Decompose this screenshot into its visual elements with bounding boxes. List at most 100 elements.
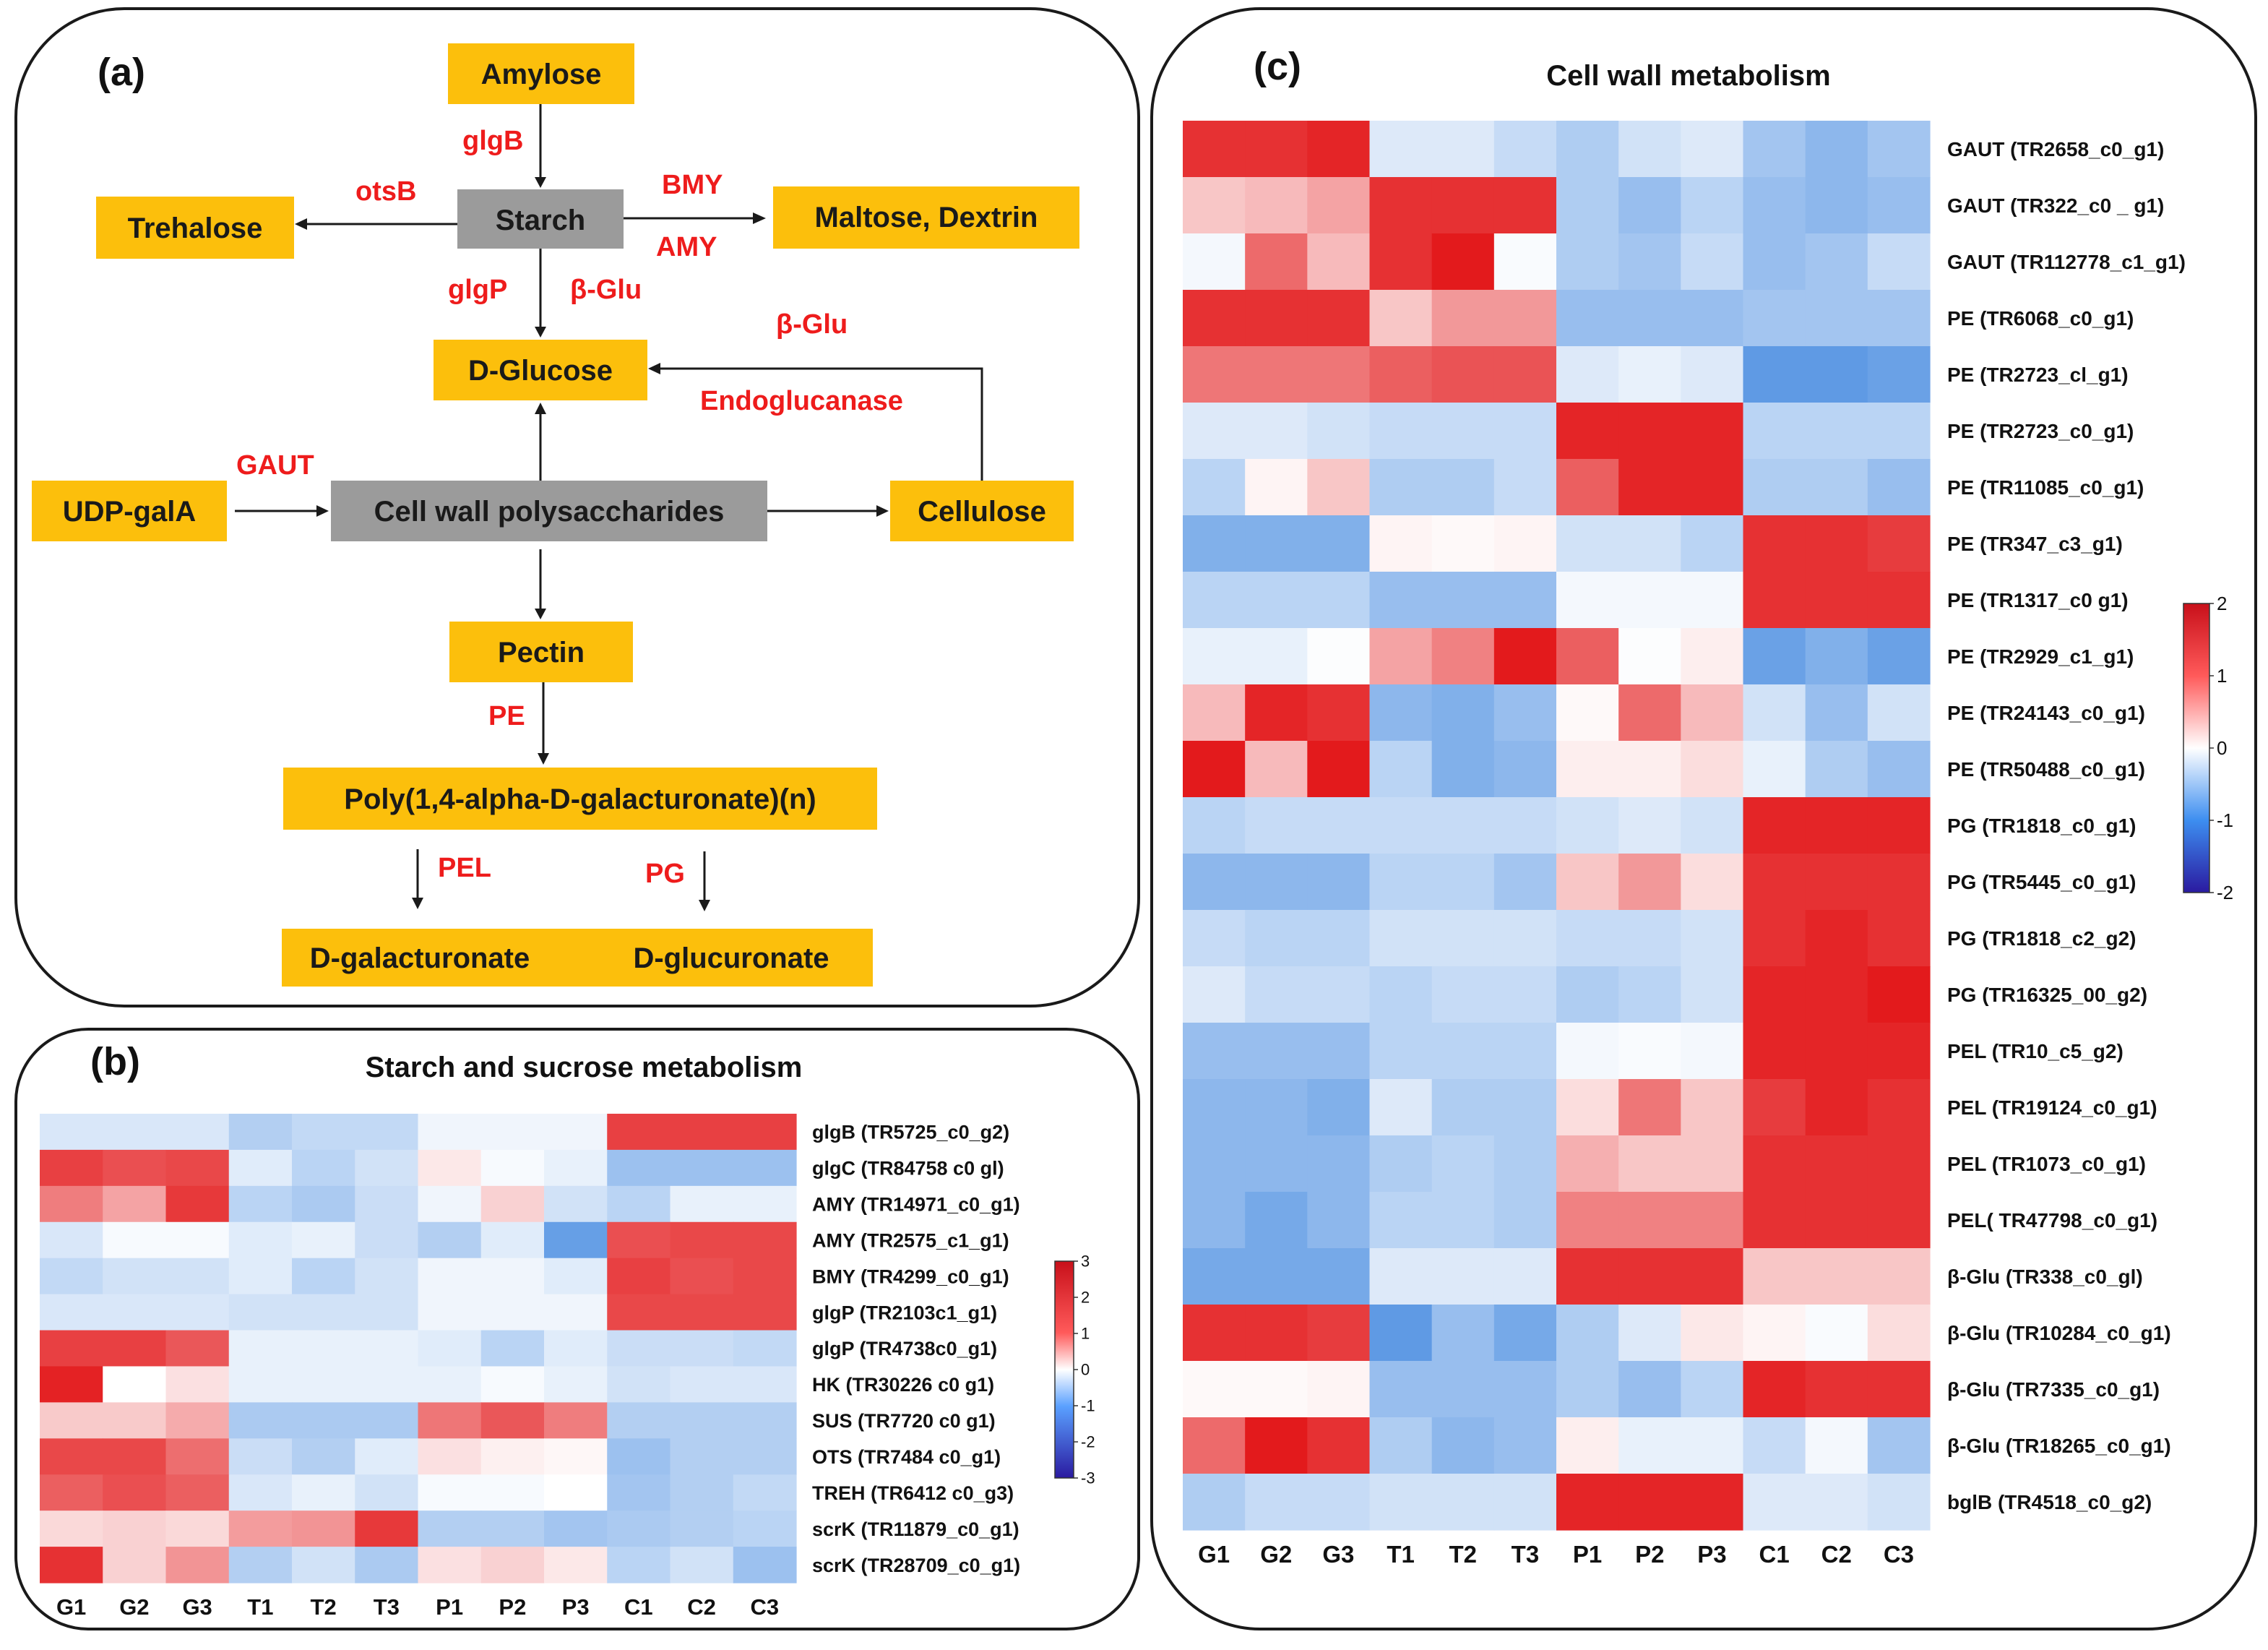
heatmap-cell [103, 1294, 167, 1331]
heatmap-cell [1493, 854, 1557, 911]
heatmap-cell [1493, 177, 1557, 234]
heatmap-cell [1431, 1135, 1495, 1193]
heatmap-cell [1307, 1474, 1371, 1531]
enzyme-AMY: AMY [656, 232, 717, 262]
heatmap-cell [733, 1149, 797, 1187]
heatmap-cell [1867, 1023, 1931, 1080]
heatmap-cell [1493, 1023, 1557, 1080]
colorbar-tick-label: -3 [1081, 1469, 1095, 1487]
cell-wall-heatmap: GAUT (TR2658_c0_g1) GAUT (TR322_c0 _ g1) G… [1183, 121, 2233, 1568]
heatmap-cell [1183, 1079, 1246, 1136]
heatmap-cell [40, 1330, 103, 1367]
heatmap-cell [1431, 403, 1495, 460]
heatmap-cell [544, 1221, 608, 1259]
heatmap-cell [1369, 1079, 1433, 1136]
arrowhead [535, 403, 546, 414]
heatmap-cell [1618, 346, 1681, 403]
heatmap-cell [1556, 1248, 1619, 1305]
heatmap-cell [228, 1511, 293, 1547]
row-label: glgP (TR4738c0_g1) [812, 1338, 997, 1359]
heatmap-cell [1369, 797, 1433, 854]
heatmap-cell [1743, 572, 1806, 629]
row-label: AMY (TR14971_c0_g1) [812, 1194, 1020, 1216]
heatmap-cell [1618, 628, 1681, 685]
heatmap-cell [1743, 177, 1806, 234]
heatmap-cell [1805, 966, 1868, 1023]
heatmap-cell [1681, 1361, 1744, 1418]
dglucuronate-label: D-glucuronate [633, 942, 829, 974]
heatmap-cell [1743, 515, 1806, 572]
heatmap-cell [1618, 121, 1681, 178]
heatmap-cell [1867, 515, 1931, 572]
dgalacturonate-label: D-galacturonate [310, 942, 530, 974]
heatmap-cell [1493, 121, 1557, 178]
row-label: PG (TR5445_c0_g1) [1947, 871, 2136, 893]
heatmap-cell [1245, 459, 1308, 516]
heatmap-cell [1245, 1361, 1308, 1418]
heatmap-cell [1867, 572, 1931, 629]
heatmap-cell [607, 1221, 671, 1259]
heatmap-cell [40, 1185, 103, 1223]
heatmap-cell [480, 1185, 545, 1223]
heatmap-cell [165, 1547, 230, 1584]
heatmap-cell [418, 1114, 482, 1151]
row-label: bglB (TR4518_c0_g2) [1947, 1491, 2152, 1513]
heatmap-cell [292, 1258, 355, 1295]
heatmap-cell [1307, 121, 1371, 178]
maltose-label: Maltose, Dextrin [815, 202, 1038, 233]
heatmap-cell [1431, 233, 1495, 291]
row-label: PE (TR2723_c0_g1) [1947, 420, 2134, 442]
heatmap-cell [1307, 1248, 1371, 1305]
heatmap-cell [292, 1149, 355, 1187]
column-label: P2 [1635, 1541, 1664, 1568]
heatmap-cell [1369, 1135, 1433, 1193]
starch-label: Starch [496, 205, 586, 236]
heatmap-cell [355, 1474, 419, 1511]
heatmap-cell [165, 1294, 230, 1331]
heatmap-cell [1369, 741, 1433, 798]
heatmap-cell [1618, 741, 1681, 798]
column-label: G2 [1260, 1541, 1292, 1568]
column-label: T3 [1512, 1541, 1540, 1568]
heatmap-cell [1369, 403, 1433, 460]
heatmap-cell [1867, 910, 1931, 967]
heatmap-cell [1681, 403, 1744, 460]
column-label: C3 [751, 1594, 780, 1620]
colorbar-tick-label: 0 [2217, 737, 2227, 759]
heatmap-cell [1805, 1361, 1868, 1418]
heatmap-cell [418, 1294, 482, 1331]
row-label: glgP (TR2103c1_g1) [812, 1302, 997, 1323]
heatmap-cell [607, 1511, 671, 1547]
heatmap-cell [165, 1402, 230, 1439]
heatmap-cell [1493, 515, 1557, 572]
heatmap-cell [733, 1438, 797, 1475]
poly-galacturonate-label: Poly(1,4-alpha-D-galacturonate)(n) [344, 783, 816, 815]
heatmap-cell [1245, 1079, 1308, 1136]
heatmap-cell [1245, 346, 1308, 403]
column-label: T3 [374, 1594, 400, 1620]
heatmap-cell [1307, 459, 1371, 516]
heatmap-cell [1431, 1417, 1495, 1474]
heatmap-cell [228, 1366, 293, 1403]
heatmap-cell [733, 1511, 797, 1547]
heatmap-cell [1183, 628, 1246, 685]
heatmap-cell [1681, 572, 1744, 629]
heatmap-cell [355, 1511, 419, 1547]
heatmap-cell [355, 1366, 419, 1403]
heatmap-cell [1556, 290, 1619, 347]
heatmap-cell [1245, 1192, 1308, 1249]
heatmap-cell [1805, 910, 1868, 967]
heatmap-cell [1183, 1192, 1246, 1249]
heatmap-cell [1307, 346, 1371, 403]
heatmap-cell [607, 1185, 671, 1223]
arrowhead [295, 218, 307, 230]
heatmap-cell [40, 1149, 103, 1187]
heatmap-cell [1369, 628, 1433, 685]
heatmap-cell [1743, 1474, 1806, 1531]
column-label: G2 [119, 1594, 149, 1620]
heatmap-cell [1805, 628, 1868, 685]
heatmap-cell [292, 1330, 355, 1367]
heatmap-cell [1307, 854, 1371, 911]
arrowhead [753, 212, 766, 224]
heatmap-cell [1681, 628, 1744, 685]
